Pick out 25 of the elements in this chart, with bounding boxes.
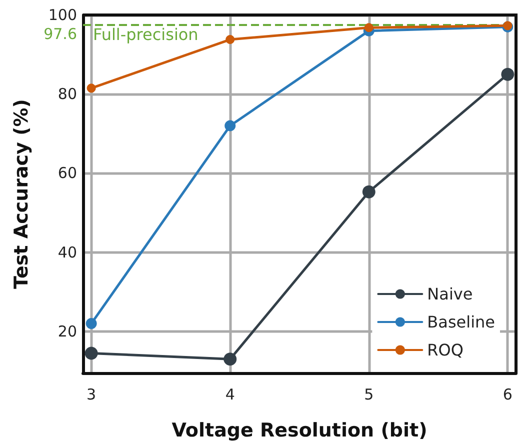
- point: [362, 185, 376, 198]
- point: [501, 68, 514, 81]
- x-tick-label: 5: [364, 386, 374, 404]
- legend-label: ROQ: [427, 340, 464, 360]
- legend-label: Baseline: [427, 312, 496, 332]
- text: 97.6: [44, 24, 77, 43]
- y-tick-label: 40: [58, 243, 77, 262]
- y-axis-title: Test Accuracy (%): [10, 99, 32, 289]
- ref-line-label: Full-precision: [93, 24, 198, 44]
- point: [226, 35, 235, 44]
- legend-label: Naive: [427, 284, 473, 304]
- y-tick-label: 60: [58, 164, 77, 182]
- x-axis-title: Voltage Resolution (bit): [172, 420, 428, 442]
- x-tick-label: 6: [502, 386, 512, 404]
- x-tick-label: 4: [225, 386, 235, 404]
- y-tick-label: 80: [58, 85, 77, 104]
- point: [224, 352, 237, 366]
- point: [364, 23, 374, 32]
- point: [86, 318, 97, 330]
- point: [224, 120, 236, 132]
- y-tick-label: 100: [48, 6, 77, 24]
- point: [86, 84, 96, 93]
- x-tick-label: 3: [86, 386, 96, 404]
- y-tick-label: 20: [58, 322, 77, 340]
- point: [84, 346, 98, 360]
